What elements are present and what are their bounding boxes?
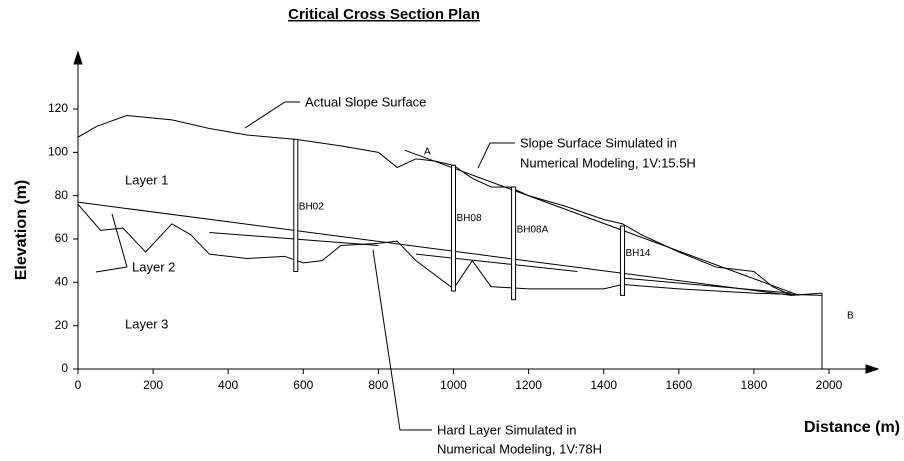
x-tick-label: 1800 [741, 378, 768, 392]
y-tick-label: 120 [48, 101, 68, 115]
annotation: Hard Layer Simulated in [437, 422, 576, 437]
annotation: Numerical Modeling, 1V:15.5H [520, 155, 696, 170]
y-tick-label: 100 [48, 145, 68, 159]
series-line [77, 201, 792, 296]
x-arrow [865, 364, 880, 374]
annotation: Layer 1 [125, 172, 168, 187]
y-tick-label: 80 [55, 188, 69, 202]
borehole-label: BH02 [299, 202, 324, 213]
x-tick-label: 1600 [665, 378, 692, 392]
x-tick-label: 0 [75, 378, 82, 392]
chart-title: Critical Cross Section Plan [288, 6, 480, 23]
annotation: Actual Slope Surface [305, 94, 426, 109]
series-line [622, 277, 792, 294]
x-tick-label: 600 [293, 378, 313, 392]
x-tick-label: 400 [218, 378, 238, 392]
y-tick-label: 20 [55, 318, 69, 332]
leader [111, 213, 128, 268]
x-tick-label: 1000 [440, 378, 467, 392]
series-line [404, 149, 800, 296]
x-tick-label: 1400 [590, 378, 617, 392]
borehole [293, 138, 299, 272]
annotation: Numerical Modeling, 1V:78H [437, 441, 602, 456]
borehole [619, 225, 625, 296]
borehole-label: BH08 [457, 213, 482, 224]
leader [95, 266, 128, 273]
series-line [77, 114, 822, 296]
series-line [77, 204, 822, 296]
annotation: B [847, 311, 854, 322]
annotation: Slope Surface Simulated in [520, 135, 677, 150]
annotation: Layer 2 [132, 259, 175, 274]
x-tick-label: 1200 [515, 378, 542, 392]
annotation: Layer 3 [125, 316, 168, 331]
leader [372, 249, 432, 431]
series-line [415, 253, 578, 272]
annotation: A [424, 147, 431, 158]
y-arrow [73, 50, 83, 65]
x-tick-label: 2000 [816, 378, 843, 392]
x-tick-label: 200 [143, 378, 163, 392]
y-tick-label: 40 [55, 275, 69, 289]
x-axis-label: Distance (m) [804, 419, 900, 436]
y-axis-label: Elevation (m) [13, 180, 30, 280]
y-tick-label: 60 [55, 231, 69, 245]
borehole [511, 186, 517, 301]
borehole-label: BH08A [517, 225, 549, 236]
leader [244, 101, 300, 129]
borehole [451, 164, 456, 292]
leader [477, 142, 515, 169]
x-tick-label: 800 [368, 378, 388, 392]
borehole-label: BH14 [625, 248, 650, 259]
y-tick-label: 0 [61, 361, 68, 375]
